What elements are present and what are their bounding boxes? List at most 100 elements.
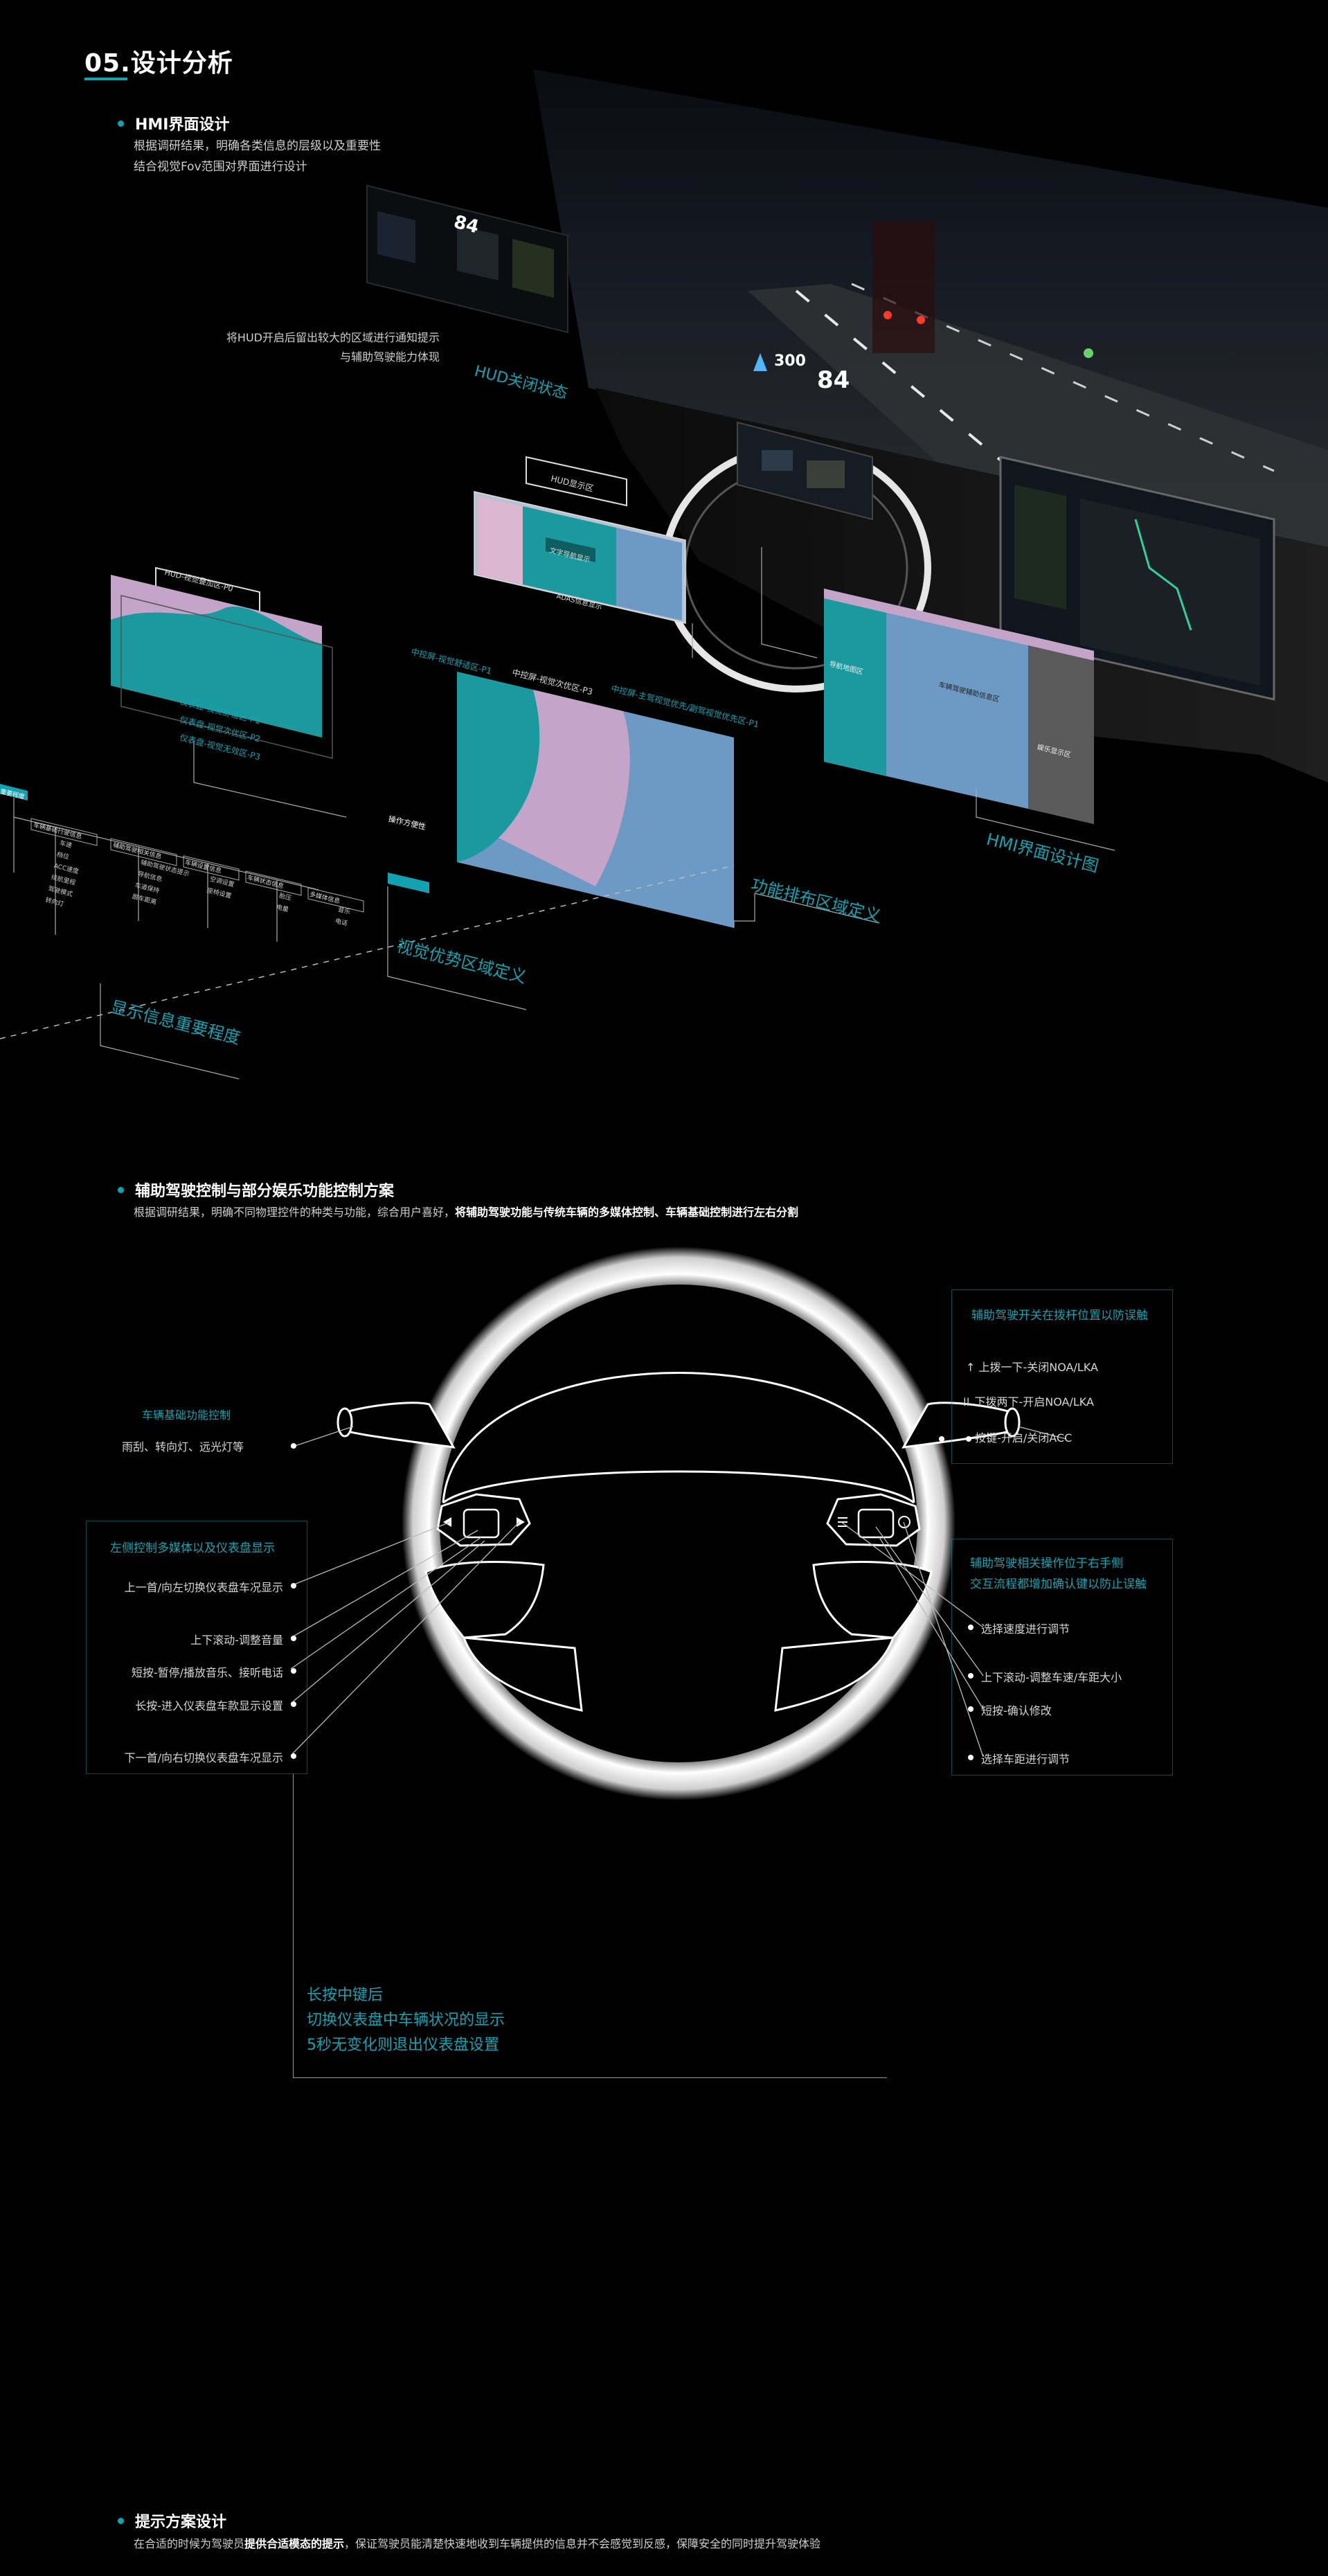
- cluster-widget: [807, 460, 845, 488]
- left-scroll-wheel[interactable]: [463, 1508, 500, 1539]
- left-stalk: [339, 1402, 456, 1449]
- tail-light: [917, 316, 925, 324]
- visual-zone-teal: [457, 672, 540, 862]
- right-lower-spoke-arm: [774, 1636, 895, 1712]
- adas-title-line2: 交互流程都增加确认键以防止误触: [970, 1577, 1147, 1591]
- connector-dot: [291, 1443, 296, 1449]
- hint-heading: 提示方案设计: [135, 2514, 227, 2531]
- connector-dot: [968, 1625, 973, 1630]
- hint-description: 在合适的时候为驾驶员提供合适模态的提示，保证驾驶员能清楚快速地收到车辆提供的信息…: [134, 2534, 820, 2551]
- left-lower-spoke-arm: [462, 1636, 583, 1712]
- hmi-desc-line2: 结合视觉Fov范围对界面进行设计: [134, 160, 307, 174]
- steering-hub-upper: [442, 1470, 915, 1504]
- hud-small-speed: 300: [774, 352, 806, 370]
- steering-inner: [440, 1285, 917, 1762]
- hint-desc-bold: 提供合适模态的提示: [244, 2537, 345, 2550]
- hud-display-zone-frame: [526, 456, 627, 507]
- steering-wheel-diagram: [291, 1246, 1066, 1800]
- console-video-tile: [1014, 485, 1066, 609]
- view-tag-chip: [388, 873, 429, 893]
- console-route-line: [1134, 519, 1192, 631]
- function-layout-panel: [824, 589, 1094, 824]
- connector-dot: [291, 1753, 296, 1759]
- dot-icon: [966, 1436, 971, 1442]
- hud-layout-right: [616, 528, 682, 620]
- adas-stalk-title: 辅助驾驶开关在拨杆位置以防误触: [971, 1309, 1148, 1323]
- hud-note-line2: 与辅助驾驶能力体现: [339, 350, 440, 364]
- hud-big-speed: 84: [817, 366, 850, 394]
- steering-desc-normal: 根据调研结果，明确不同物理控件的种类与功能，综合用户喜好，: [134, 1206, 456, 1219]
- right-item-confirm: 短按-确认修改: [981, 1704, 1052, 1717]
- hud-text-chip: [546, 537, 595, 562]
- connector-dot: [968, 1755, 973, 1760]
- connector-dot: [939, 1436, 944, 1442]
- basic-controls-item: 雨刮、转向灯、远光灯等: [122, 1440, 244, 1454]
- right-scroll-wheel[interactable]: [857, 1508, 895, 1539]
- bullet-icon: [118, 120, 124, 127]
- hmi-description: 根据调研结果，明确各类信息的层级以及重要性 结合视觉Fov范围对界面进行设计: [134, 136, 381, 177]
- visual-zone-lavender: [499, 690, 630, 886]
- thumb-tile: [457, 225, 499, 280]
- long-press-line1: 长按中键后: [307, 1987, 384, 2004]
- tree-group-box: [110, 838, 177, 866]
- speed-lines-icon[interactable]: [838, 1517, 847, 1527]
- long-press-bracket-horizontal: [293, 2077, 887, 2078]
- connector-dot: [291, 1701, 296, 1707]
- left-media-title: 左侧控制多媒体以及仪表盘显示: [110, 1541, 275, 1555]
- prev-icon[interactable]: [443, 1517, 451, 1527]
- hud-nav-arrow-icon: [753, 353, 767, 371]
- long-press-line2: 切换仪表盘中车辆状况的显示: [307, 2012, 505, 2029]
- function-layout-topbar: [824, 589, 1094, 661]
- function-layout-teal: [824, 589, 886, 776]
- tree-root-chip: [0, 784, 28, 800]
- left-item-next: 下一首/向右切换仪表盘车况显示: [124, 1751, 283, 1764]
- layer-baseline: [0, 865, 735, 1039]
- thumb-tile: [512, 239, 554, 298]
- hud-note: 将HUD开启后留出较大的区域进行通知提示 与辅助驾驶能力体现: [173, 328, 440, 367]
- tail-light: [883, 311, 892, 319]
- right-item-speed: 选择速度进行调节: [981, 1622, 1070, 1636]
- left-item-prev: 上一首/向左切换仪表盘车况显示: [124, 1581, 283, 1594]
- bullet-icon: [118, 1186, 124, 1193]
- arrow-up-icon: ↑: [966, 1361, 976, 1374]
- hmi-desc-line1: 根据调研结果，明确各类信息的层级以及重要性: [134, 139, 381, 153]
- hint-heading-row: 提示方案设计: [118, 2510, 226, 2532]
- thumb-tile: [377, 211, 415, 263]
- right-stalk-tip: [1004, 1407, 1021, 1438]
- distance-gauge-icon[interactable]: [898, 1516, 910, 1528]
- console-map-tile: [1080, 499, 1260, 686]
- hint-desc-normal1: 在合适的时候为驾驶员: [134, 2537, 245, 2550]
- tree-group-box: [30, 818, 98, 846]
- right-stalk: [901, 1402, 1018, 1449]
- section-title: 05.设计分析: [84, 49, 233, 78]
- hint-desc-normal2: ，保证驾驶员能清楚快速地收到车辆提供的信息并不会感觉到反感，保障安全的同时提升驾…: [344, 2537, 821, 2550]
- adas-title-line1: 辅助驾驶相关操作位于右手侧: [970, 1557, 1123, 1571]
- function-layout-gray: [1028, 636, 1094, 824]
- basic-controls-title: 车辆基础功能控制: [142, 1408, 231, 1422]
- left-stalk-tip: [337, 1407, 353, 1438]
- next-icon[interactable]: [517, 1517, 525, 1527]
- left-connectors: [291, 1426, 520, 1756]
- steering-upper-trim: [442, 1372, 915, 1503]
- tree-group-box: [307, 887, 364, 913]
- lane-marking: [795, 289, 1040, 493]
- stalk-item-down: ⇊ 下拨两下-开启NOA/LKA: [962, 1395, 1094, 1408]
- right-item-distance: 选择车距进行调节: [981, 1753, 1070, 1766]
- connector-dot: [968, 1673, 973, 1679]
- connector-dot: [291, 1583, 296, 1589]
- double-arrow-down-icon: ⇊: [962, 1395, 971, 1408]
- tree-group-box: [183, 855, 240, 881]
- connector-dot: [968, 1706, 973, 1712]
- connector-dot: [291, 1668, 296, 1674]
- hud-note-line1: 将HUD开启后留出较大的区域进行通知提示: [226, 331, 440, 344]
- left-lower-spoke: [424, 1561, 545, 1639]
- hud-layout-left: [478, 497, 523, 584]
- hud-overlay-shadow-frame: [120, 595, 333, 759]
- stalk-item-up: ↑ 上拨一下-关闭NOA/LKA: [966, 1361, 1098, 1374]
- car-instrument-cluster: [737, 421, 873, 521]
- road-sign: [1084, 348, 1093, 358]
- tree-group-box: [245, 870, 302, 896]
- truck-ahead: [872, 222, 935, 353]
- left-item-longpress: 长按-进入仪表盘车款显示设置: [135, 1699, 283, 1712]
- right-connectors: [841, 1426, 1066, 1757]
